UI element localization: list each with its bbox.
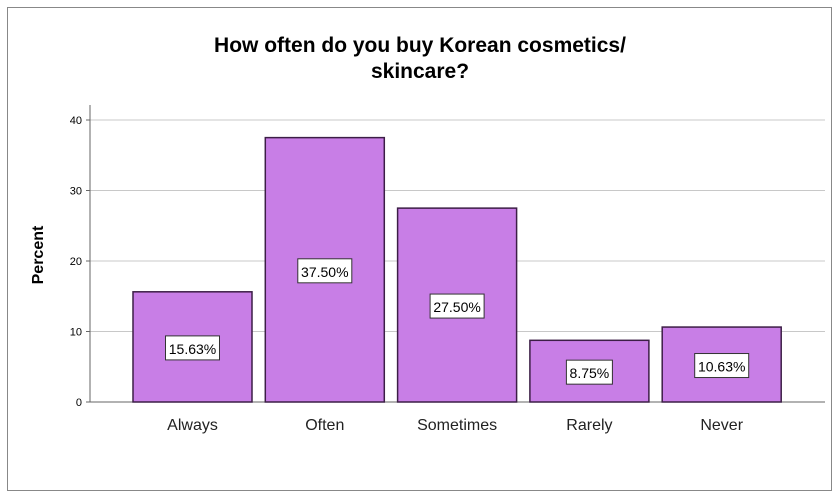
- chart-title-line: skincare?: [371, 60, 469, 83]
- x-tick-label: Often: [305, 417, 344, 434]
- data-label: 10.63%: [698, 359, 745, 375]
- data-label: 8.75%: [570, 365, 610, 381]
- x-tick-label: Never: [700, 417, 743, 434]
- x-tick-label: Always: [167, 417, 218, 434]
- data-label-box: [297, 258, 353, 284]
- data-label: 27.50%: [433, 299, 480, 315]
- data-label: 15.63%: [169, 341, 216, 357]
- y-tick-label: 10: [70, 327, 82, 339]
- x-tick-label: Rarely: [566, 417, 612, 434]
- y-tick-label: 30: [70, 186, 82, 198]
- data-label-box: [165, 335, 220, 361]
- y-axis-label: Percent: [30, 225, 47, 284]
- y-tick-label: 20: [70, 256, 82, 268]
- y-tick-label: 0: [76, 397, 82, 409]
- data-label-box: [694, 353, 750, 379]
- bar-sometimes: [396, 207, 518, 403]
- data-label-box: [565, 359, 613, 385]
- data-label-box: [429, 293, 485, 319]
- x-tick-label: Sometimes: [417, 417, 497, 434]
- y-tick-label: 40: [70, 115, 82, 127]
- chart-title-line: How often do you buy Korean cosmetics/: [214, 34, 626, 57]
- data-label: 37.50%: [301, 264, 348, 280]
